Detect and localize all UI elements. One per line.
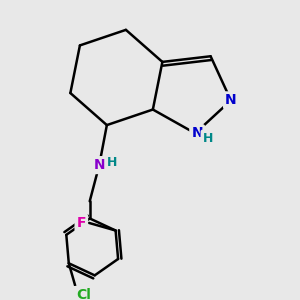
Text: N: N (93, 158, 105, 172)
Text: H: H (106, 156, 117, 169)
Text: F: F (76, 216, 86, 230)
Text: H: H (202, 132, 213, 145)
Text: Cl: Cl (76, 288, 92, 300)
Text: N: N (191, 126, 203, 140)
Text: N: N (225, 93, 237, 107)
